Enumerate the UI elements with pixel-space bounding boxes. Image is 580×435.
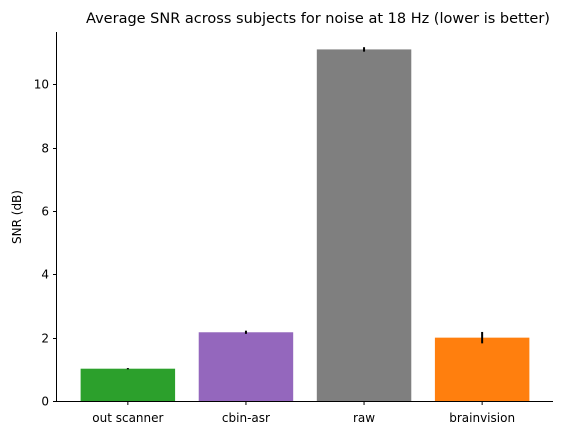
chart-title: Average SNR across subjects for noise at… <box>86 11 550 27</box>
y-tick-label-4: 4 <box>41 268 49 282</box>
y-tick-label-0: 0 <box>41 395 49 409</box>
bar-cbin-asr <box>198 332 294 401</box>
y-axis-label: SNR (dB) <box>10 190 24 244</box>
y-tick-label-10: 10 <box>34 78 49 92</box>
error-bars-group <box>126 47 484 370</box>
bar-out-scanner <box>80 368 176 401</box>
y-axis: 0 2 4 6 8 10 <box>34 78 57 409</box>
y-tick-label-8: 8 <box>41 142 49 156</box>
x-axis: out scanner cbin-asr raw brainvision <box>92 401 515 425</box>
x-tick-label-brainvision: brainvision <box>449 411 515 425</box>
y-tick-label-6: 6 <box>41 205 49 219</box>
bars-group <box>80 49 530 402</box>
y-tick-label-2: 2 <box>41 332 49 346</box>
bar-raw <box>316 49 412 402</box>
x-tick-label-raw: raw <box>353 411 375 425</box>
x-tick-label-out-scanner: out scanner <box>92 411 163 425</box>
x-tick-label-cbin-asr: cbin-asr <box>222 411 270 425</box>
bar-brainvision <box>434 337 530 401</box>
